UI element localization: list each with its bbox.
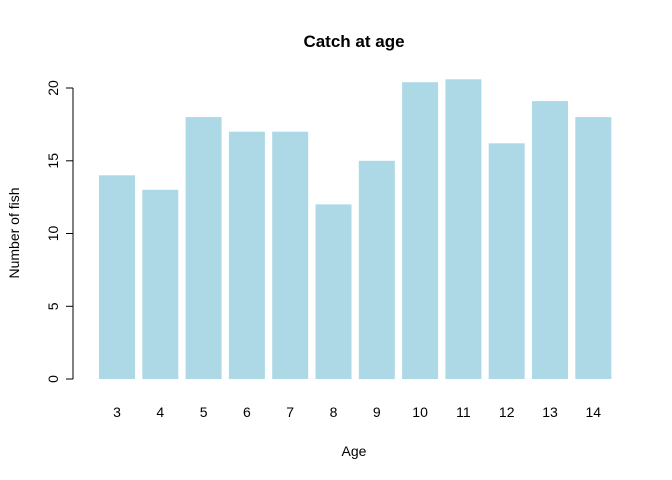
y-tick-label-0: 0: [45, 375, 61, 383]
bars-group: [99, 79, 612, 380]
x-tick-label-3: 3: [113, 404, 121, 420]
y-tick-label-20: 20: [45, 80, 61, 96]
x-tick-label-6: 6: [243, 404, 251, 420]
bar-age-13: [532, 101, 568, 379]
bar-age-5: [185, 117, 222, 379]
x-tick-label-11: 11: [456, 404, 471, 420]
bar-age-3: [99, 175, 135, 379]
x-tick-label-4: 4: [156, 404, 164, 420]
bar-age-6: [228, 131, 265, 379]
x-tick-label-14: 14: [586, 404, 602, 420]
bar-age-12: [488, 143, 525, 379]
x-tick-label-7: 7: [286, 404, 294, 420]
bar-age-10: [402, 82, 439, 379]
bar-age-8: [315, 204, 352, 379]
bar-age-7: [272, 131, 309, 379]
bar-age-14: [575, 117, 612, 379]
bar-age-9: [358, 160, 395, 380]
y-tick-label-10: 10: [45, 226, 61, 242]
x-tick-labels: 3 4 5 6 7 8 9 10 11 12 13 14: [113, 404, 601, 420]
x-axis-label: Age: [342, 443, 367, 459]
x-tick-label-12: 12: [499, 404, 515, 420]
x-tick-label-10: 10: [412, 404, 428, 420]
y-tick-label-15: 15: [45, 153, 61, 169]
x-tick-label-13: 13: [542, 404, 558, 420]
y-axis: 0 5 10 15 20: [45, 80, 74, 383]
x-tick-label-8: 8: [330, 404, 338, 420]
bar-age-4: [142, 189, 179, 379]
y-tick-label-5: 5: [45, 302, 61, 310]
x-tick-label-9: 9: [373, 404, 381, 420]
bar-age-11: [445, 79, 482, 380]
x-tick-label-5: 5: [200, 404, 208, 420]
chart-title: Catch at age: [303, 32, 404, 51]
y-axis-label: Number of fish: [6, 187, 22, 278]
